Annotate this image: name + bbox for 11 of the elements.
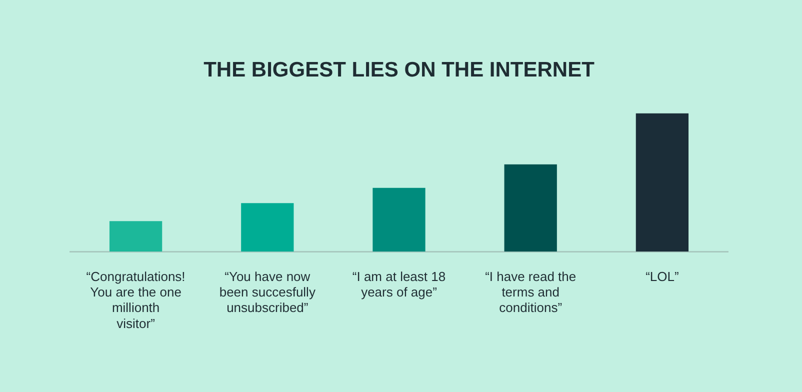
bar (372, 188, 426, 252)
bar (241, 203, 294, 252)
x-tick-label: “I am at least 18 years of age” (352, 268, 446, 300)
x-tick-label: “You have now been succesfully unsubscribed” (219, 268, 316, 316)
bar (109, 221, 162, 252)
x-tick-label: “Congratulations! You are the one millionth visitor” (86, 268, 186, 331)
bar (636, 113, 689, 252)
bar (504, 164, 557, 252)
x-tick-label: “LOL” (646, 268, 679, 284)
chart-title: THE BIGGEST LIES ON THE INTERNET (204, 58, 595, 82)
x-tick-label: “I have read the terms and conditions” (485, 268, 576, 316)
